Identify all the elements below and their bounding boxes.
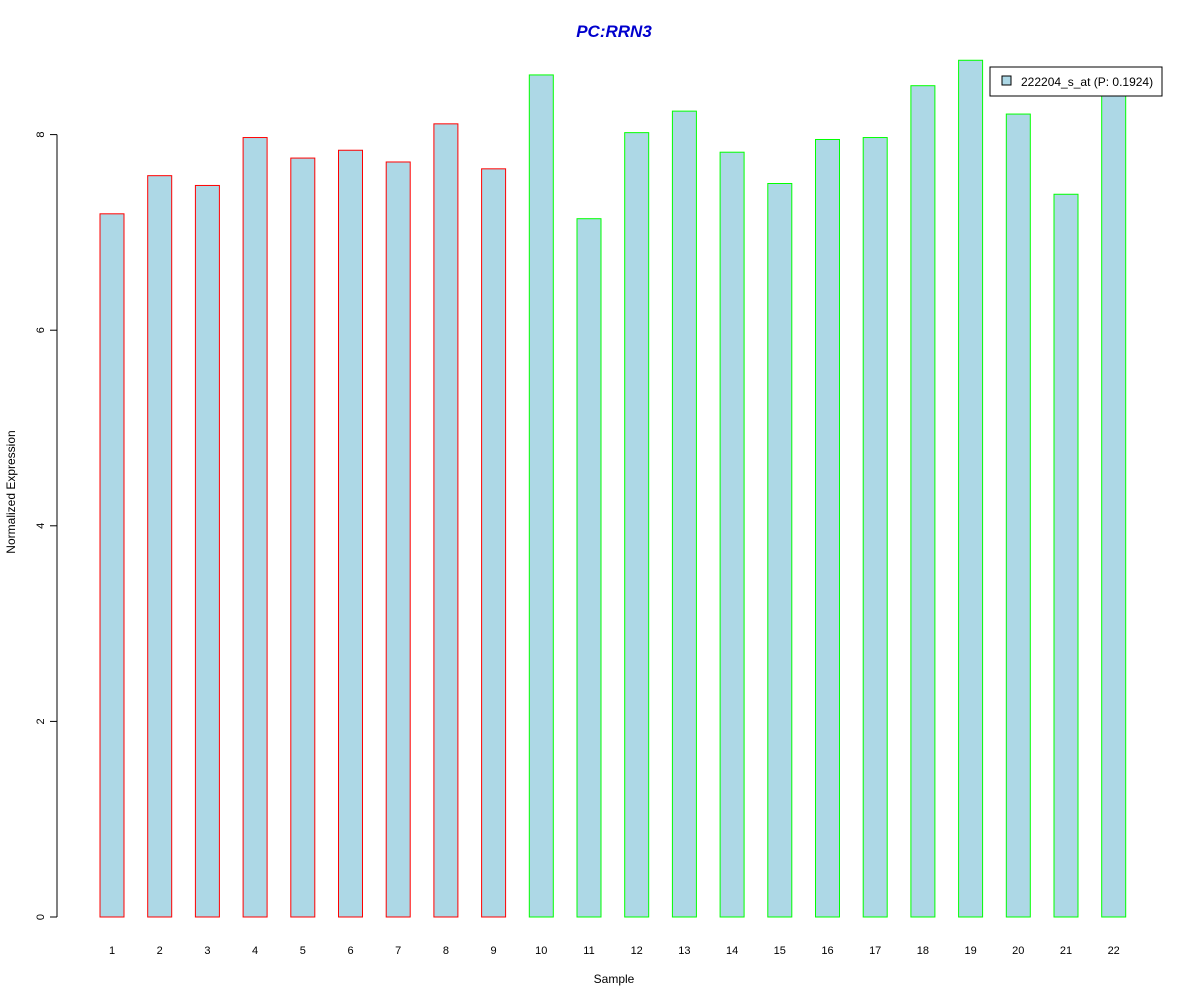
bar-sample-21: [1053, 193, 1079, 918]
x-tick-label: 4: [252, 945, 258, 957]
x-tick-label: 22: [1108, 945, 1120, 957]
bar-sample-7: [385, 161, 411, 918]
legend-swatch: [1001, 75, 1012, 86]
x-tick-label: 8: [443, 945, 449, 957]
x-tick-label: 12: [631, 945, 643, 957]
x-tick-label: 15: [774, 945, 786, 957]
x-tick-label: 1: [109, 945, 115, 957]
x-tick-label: 2: [157, 945, 163, 957]
legend-box: [989, 66, 1163, 97]
x-tick-label: 16: [821, 945, 833, 957]
x-tick-label: 6: [347, 945, 353, 957]
bar-sample-1: [99, 213, 125, 918]
bar-sample-8: [433, 123, 459, 918]
legend: 222204_s_at (P: 0.1924): [989, 66, 1163, 97]
y-tick-label: 4: [35, 523, 47, 529]
bar-sample-14: [719, 151, 745, 918]
x-tick-label: 3: [204, 945, 210, 957]
x-tick-label: 18: [917, 945, 929, 957]
x-tick-label: 10: [535, 945, 547, 957]
x-tick-label: 13: [678, 945, 690, 957]
chart-title: PC:RRN3: [576, 22, 652, 41]
bar-sample-22: [1101, 92, 1127, 918]
y-tick-label: 6: [35, 327, 47, 333]
x-tick-label: 19: [964, 945, 976, 957]
x-tick-label: 5: [300, 945, 306, 957]
bar-sample-18: [910, 85, 936, 918]
bar-sample-3: [194, 184, 220, 918]
x-tick-label: 17: [869, 945, 881, 957]
x-tick-label: 11: [583, 945, 594, 957]
bar-sample-17: [862, 137, 888, 918]
y-tick-label: 2: [35, 718, 47, 724]
bar-sample-13: [671, 110, 697, 918]
bar-sample-6: [338, 149, 363, 918]
bar-sample-2: [147, 175, 173, 918]
y-axis-label: Normalized Expression: [4, 430, 18, 553]
x-tick-label: 21: [1060, 945, 1072, 957]
bar-sample-11: [576, 218, 602, 918]
x-tick-label: 20: [1012, 945, 1024, 957]
x-tick-label: 7: [395, 945, 401, 957]
y-tick-label: 8: [35, 132, 47, 138]
x-tick-label: 14: [726, 945, 738, 957]
bar-sample-15: [767, 183, 793, 918]
bar-sample-5: [290, 157, 316, 918]
bar-sample-10: [528, 74, 554, 918]
bar-sample-4: [242, 137, 268, 918]
bar-sample-9: [481, 168, 507, 918]
x-tick-label: 9: [491, 945, 497, 957]
legend-entry: 222204_s_at (P: 0.1924): [1021, 75, 1153, 89]
bar-series: [99, 59, 1127, 918]
bar-sample-20: [1005, 113, 1031, 918]
bar-sample-16: [815, 138, 840, 918]
y-tick-label: 0: [35, 914, 47, 920]
x-axis-label: Sample: [594, 972, 635, 986]
bar-sample-19: [958, 59, 984, 918]
y-axis: 0 2 4 6 8: [35, 132, 58, 920]
x-tick-labels: 1 2 3 4 5 6 7 8 9 10 11 12 13 14 15 16 17 18 19 20 21 22: [109, 945, 1120, 957]
bar-sample-12: [624, 132, 650, 918]
